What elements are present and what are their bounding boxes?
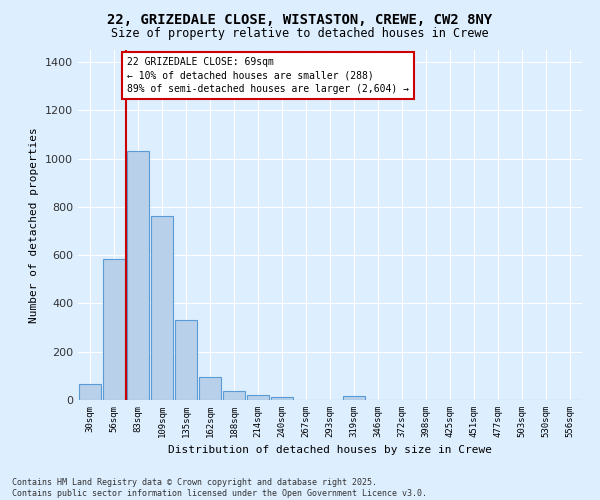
- Bar: [223, 391, 245, 400]
- Text: Contains HM Land Registry data © Crown copyright and database right 2025.
Contai: Contains HM Land Registry data © Crown c…: [12, 478, 427, 498]
- Bar: [175, 320, 197, 400]
- Bar: [151, 216, 173, 400]
- Text: 22, GRIZEDALE CLOSE, WISTASTON, CREWE, CW2 8NY: 22, GRIZEDALE CLOSE, WISTASTON, CREWE, C…: [107, 12, 493, 26]
- Bar: [247, 394, 269, 400]
- Text: Size of property relative to detached houses in Crewe: Size of property relative to detached ho…: [111, 28, 489, 40]
- Bar: [103, 259, 125, 400]
- X-axis label: Distribution of detached houses by size in Crewe: Distribution of detached houses by size …: [168, 446, 492, 456]
- Y-axis label: Number of detached properties: Number of detached properties: [29, 127, 40, 323]
- Bar: [127, 152, 149, 400]
- Bar: [199, 377, 221, 400]
- Bar: [343, 396, 365, 400]
- Bar: [271, 397, 293, 400]
- Text: 22 GRIZEDALE CLOSE: 69sqm
← 10% of detached houses are smaller (288)
89% of semi: 22 GRIZEDALE CLOSE: 69sqm ← 10% of detac…: [127, 57, 409, 94]
- Bar: [79, 384, 101, 400]
